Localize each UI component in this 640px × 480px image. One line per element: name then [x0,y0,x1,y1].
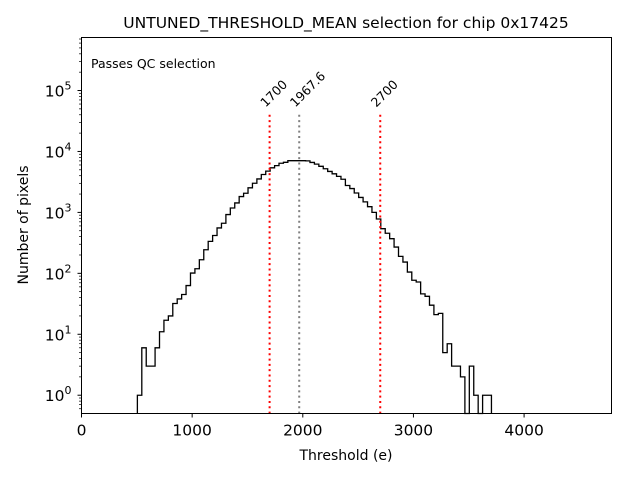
histogram-bin [177,299,181,414]
histogram-bin [372,212,376,413]
histogram-steps [136,160,493,415]
histogram-bin [429,305,433,413]
histogram-bin [483,395,487,413]
histogram-bin [341,179,345,413]
histogram-bin [350,189,354,414]
histogram-bin [328,171,332,413]
histogram-bin [275,166,279,414]
histogram-bin [399,256,403,413]
x-tick-label: 4000 [504,422,543,440]
histogram-bin [385,233,389,413]
histogram-bin [270,168,274,414]
histogram-bin [226,215,230,414]
histogram-bin [217,228,221,414]
y-axis-label: Number of pixels [16,165,32,284]
histogram-bin [425,296,429,413]
histogram-bin [434,315,438,414]
histogram-bin [460,377,464,414]
histogram-bin [146,366,150,413]
vline-label: 1967.6 [287,68,329,110]
y-tick-label: 100 [45,384,72,405]
histogram-bin [332,174,336,414]
histogram-bin [359,197,363,413]
x-tick-label: 1000 [172,422,211,440]
histogram-bin [416,282,420,413]
histogram-bin [137,395,141,413]
histogram-bin [323,169,327,414]
histogram-bin [266,171,270,413]
histogram-bin [412,280,416,413]
y-tick-label: 101 [45,323,72,344]
histogram-bin [438,313,442,413]
histogram-bin [248,188,252,414]
x-tick-label: 0 [77,422,87,440]
histogram-bin [261,174,265,413]
histogram-bin [487,395,491,413]
histogram-bin [319,166,323,413]
histogram-bin [283,162,287,413]
histogram-bin [337,176,341,413]
histogram-bin [469,366,473,413]
histogram-bin [394,247,398,413]
x-tick-label: 3000 [394,422,433,440]
histogram-bin [257,179,261,414]
histogram-bin [221,223,225,413]
histogram-bin [407,272,411,413]
histogram-bin [306,161,310,414]
histogram-bin [160,332,164,414]
histogram-bin [155,348,159,414]
histogram-bin [182,294,186,413]
histogram-bin [288,161,292,414]
histogram-bin [204,250,208,414]
histogram-bin [447,344,451,414]
histogram-bin [456,366,460,413]
histogram-bin [452,366,456,413]
histogram-bin [310,162,314,413]
histogram-bin [186,286,190,414]
vline-label: 2700 [368,77,401,110]
histogram-bin [390,239,394,414]
histogram-bin [368,207,372,414]
histogram-bin [239,197,243,414]
histogram-bin [403,262,407,413]
histogram-bin [363,202,367,414]
histogram-bin [279,163,283,413]
histogram-bin [244,193,248,413]
histogram-bin [292,161,296,414]
histogram-bin [301,161,305,414]
plot-frame [81,37,612,414]
histogram-bin [168,316,172,414]
histogram-bin [474,395,478,413]
histogram-bin [164,320,168,413]
histogram-bin [252,183,256,413]
x-axis-label: Threshold (e) [299,448,393,464]
x-tick-label: 2000 [283,422,322,440]
y-tick-label: 102 [45,262,72,283]
histogram-bin [235,203,239,414]
vline-label: 1700 [257,77,290,110]
qc-annotation: Passes QC selection [91,56,216,71]
histogram-bin [199,260,203,414]
histogram-bin [381,229,385,414]
histogram-bin [151,366,155,413]
histogram-bin [190,273,194,413]
histogram-bin [213,235,217,413]
histogram-bin [173,303,177,413]
histogram-bin [314,164,318,413]
y-tick-label: 104 [45,140,72,161]
histogram-bin [208,241,212,413]
y-tick-label: 103 [45,201,72,222]
histogram-bin [230,208,234,414]
y-tick-label: 105 [45,80,72,101]
histogram-bin [421,294,425,414]
histogram-bin [354,193,358,413]
histogram-bin [345,186,349,414]
histogram-bin [443,353,447,414]
histogram-bin [142,348,146,414]
chart-title: UNTUNED_THRESHOLD_MEAN selection for chi… [123,14,568,33]
histogram-bin [195,269,199,414]
